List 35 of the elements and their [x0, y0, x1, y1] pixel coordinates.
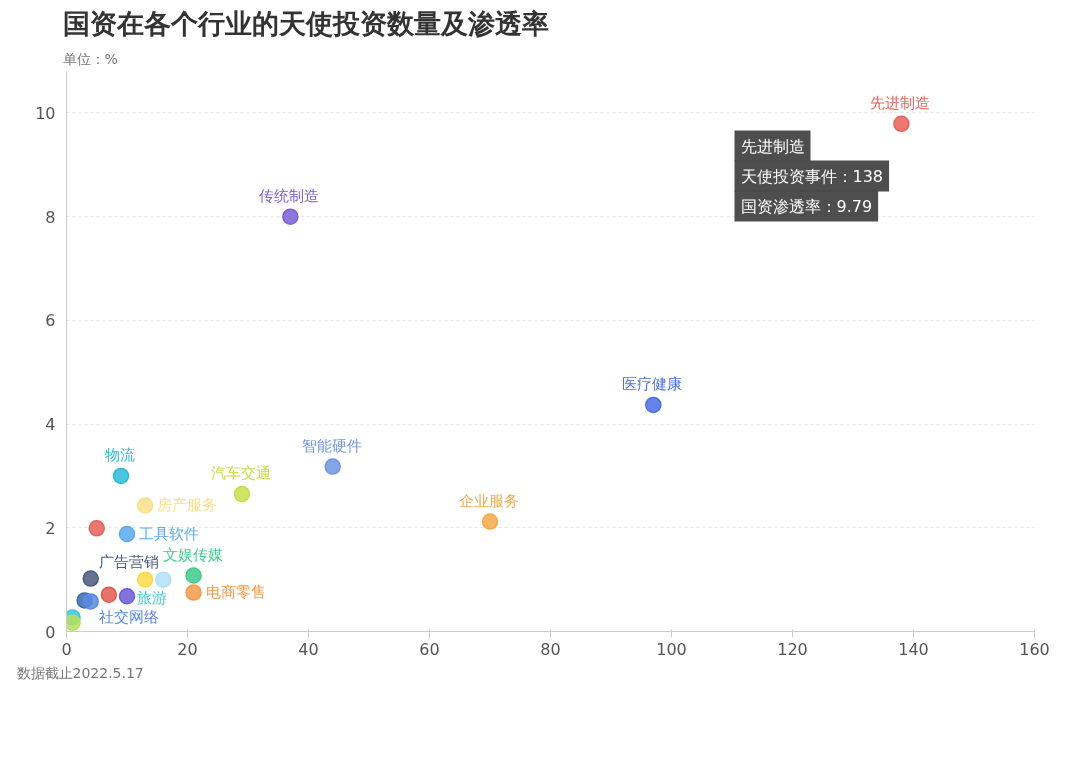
series-label: 先进制造 — [870, 93, 931, 112]
series-label: 文娱传媒 — [162, 545, 223, 564]
y-tick-label: 6 — [45, 311, 56, 331]
annotation: 天使投资事件：138 — [740, 166, 884, 186]
x-tick-label: 80 — [540, 639, 561, 659]
series-label: 汽车交通 — [210, 464, 271, 483]
x-tick-label: 140 — [898, 639, 929, 659]
annotation: 先进制造 — [740, 136, 805, 156]
series-label: 广告营销 — [98, 552, 159, 571]
series-label: 房产服务 — [157, 496, 218, 514]
chart-title: 国资在各个行业的天使投资数量及渗透率 — [62, 7, 549, 39]
text: 旅游 — [136, 588, 167, 607]
chart-subtitle: 单位：% — [62, 50, 118, 67]
x-tick-label: 120 — [777, 639, 808, 659]
x-tick-label: 60 — [419, 639, 440, 659]
x-tick-label: 20 — [177, 639, 198, 659]
y-tick-label: 2 — [45, 518, 56, 538]
series-label: 传统制造 — [259, 186, 320, 205]
annotation: 国资渗透率：9.79 — [740, 196, 873, 216]
x-tick-label: 160 — [1019, 639, 1050, 659]
series-label: 智能硬件 — [301, 436, 362, 455]
y-tick-label: 8 — [45, 207, 56, 227]
y-tick-label: 4 — [45, 415, 56, 435]
series-label: 医疗健康 — [622, 374, 683, 393]
y-tick-label: 0 — [45, 622, 56, 642]
series-label: 电商零售 — [205, 583, 266, 602]
y-tick-label: 10 — [35, 103, 56, 123]
series-label: 工具软件 — [139, 524, 199, 543]
series-label: 物流 — [105, 445, 136, 464]
x-tick-label: 40 — [298, 639, 319, 659]
text: 数据截止2022.5.17 — [16, 664, 144, 681]
series-label: 社交网络 — [98, 608, 159, 627]
series-label: 企业服务 — [459, 491, 519, 510]
x-tick-label: 0 — [61, 639, 72, 659]
x-tick-label: 100 — [656, 639, 687, 659]
